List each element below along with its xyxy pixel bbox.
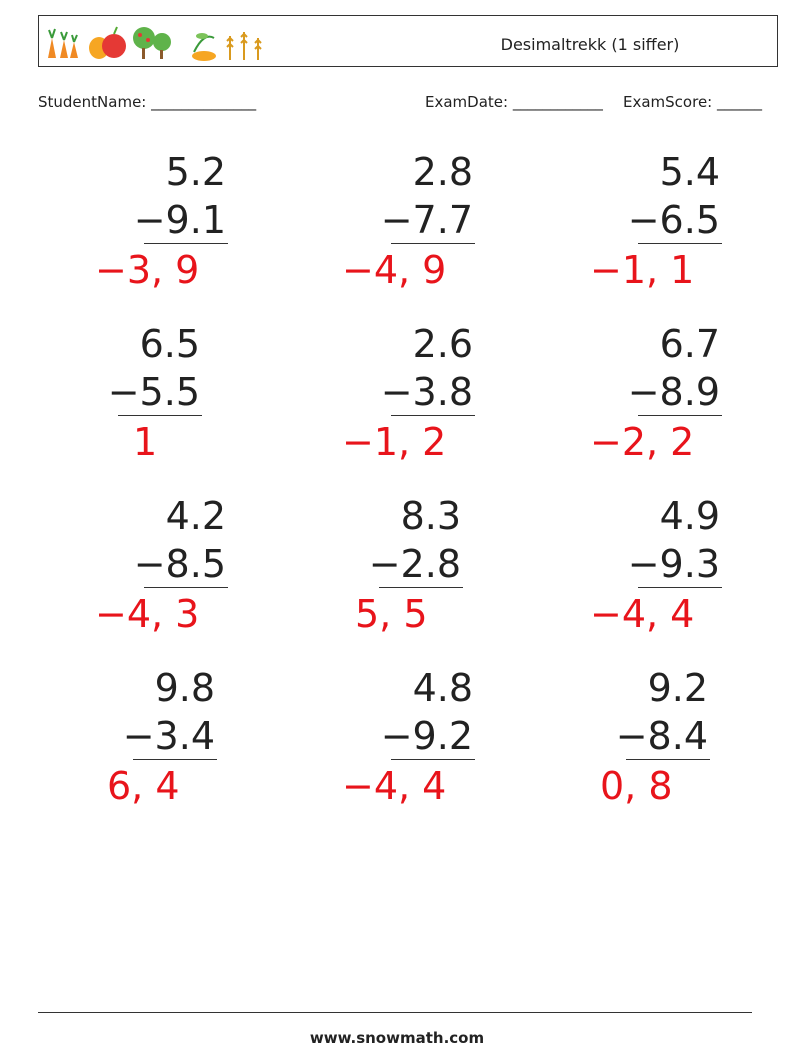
seedlings bbox=[192, 33, 216, 61]
subtrahend: −8.9 bbox=[627, 370, 720, 414]
subtrahend: −9.2 bbox=[380, 714, 473, 758]
answer-rule bbox=[626, 759, 710, 760]
subtrahend: −5.5 bbox=[107, 370, 200, 414]
subtrahend: −3.8 bbox=[380, 370, 473, 414]
answer: −4, 9 bbox=[342, 248, 447, 292]
carrots bbox=[48, 28, 78, 58]
minuend: 5.2 bbox=[165, 150, 226, 194]
minuend: 2.8 bbox=[412, 150, 473, 194]
answer-rule bbox=[638, 243, 722, 244]
minuend: 9.2 bbox=[647, 666, 708, 710]
subtrahend: −2.8 bbox=[368, 542, 461, 586]
minuend: 6.7 bbox=[659, 322, 720, 366]
header-box bbox=[38, 15, 778, 67]
answer-rule bbox=[638, 587, 722, 588]
answer-rule bbox=[638, 415, 722, 416]
answer-rule bbox=[144, 243, 228, 244]
answer-rule bbox=[391, 415, 475, 416]
minuend: 9.8 bbox=[154, 666, 215, 710]
subtrahend: −7.7 bbox=[380, 198, 473, 242]
exam-score-field: ExamScore: ______ bbox=[623, 93, 762, 111]
minuend: 4.2 bbox=[165, 494, 226, 538]
subtrahend: −8.4 bbox=[615, 714, 708, 758]
answer: −4, 3 bbox=[95, 592, 200, 636]
answer: −2, 2 bbox=[590, 420, 695, 464]
answer-rule bbox=[391, 759, 475, 760]
answer: 1 bbox=[133, 420, 158, 464]
answer: −3, 9 bbox=[95, 248, 200, 292]
wheat bbox=[226, 32, 262, 60]
subtrahend: −8.5 bbox=[133, 542, 226, 586]
minuend: 5.4 bbox=[659, 150, 720, 194]
answer: 0, 8 bbox=[600, 764, 673, 808]
trees bbox=[133, 27, 171, 59]
answer: 5, 5 bbox=[355, 592, 428, 636]
fruits bbox=[89, 26, 126, 59]
minuend: 4.9 bbox=[659, 494, 720, 538]
answer: −4, 4 bbox=[590, 592, 695, 636]
answer: −4, 4 bbox=[342, 764, 447, 808]
minuend: 2.6 bbox=[412, 322, 473, 366]
header-title: Desimaltrekk (1 siffer) bbox=[500, 35, 680, 54]
minuend: 6.5 bbox=[139, 322, 200, 366]
answer: −1, 2 bbox=[342, 420, 447, 464]
answer-rule bbox=[118, 415, 202, 416]
footer-site: www.snowmath.com bbox=[309, 1029, 485, 1047]
answer: 6, 4 bbox=[107, 764, 180, 808]
subtrahend: −3.4 bbox=[122, 714, 215, 758]
exam-date-field: ExamDate: ____________ bbox=[425, 93, 603, 111]
student-name-field: StudentName: ______________ bbox=[38, 93, 257, 111]
subtrahend: −9.3 bbox=[627, 542, 720, 586]
answer-rule bbox=[133, 759, 217, 760]
header-icons bbox=[48, 26, 262, 61]
subtrahend: −6.5 bbox=[627, 198, 720, 242]
answer-rule bbox=[144, 587, 228, 588]
answer-rule bbox=[391, 243, 475, 244]
footer-rule bbox=[38, 1012, 752, 1013]
minuend: 8.3 bbox=[400, 494, 461, 538]
minuend: 4.8 bbox=[412, 666, 473, 710]
answer-rule bbox=[379, 587, 463, 588]
answer: −1, 1 bbox=[590, 248, 695, 292]
subtrahend: −9.1 bbox=[133, 198, 226, 242]
